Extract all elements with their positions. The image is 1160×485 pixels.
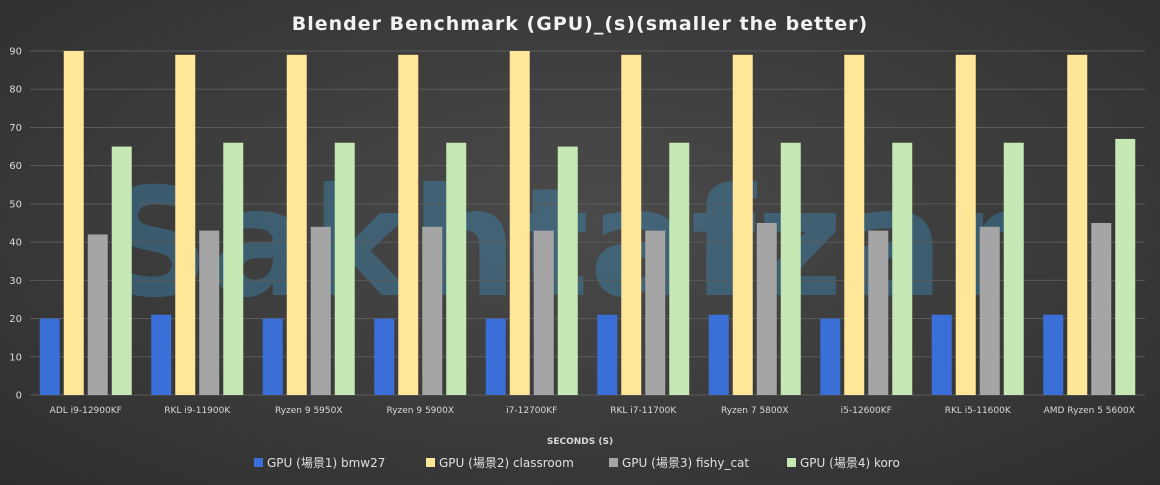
chart-title: Blender Benchmark (GPU)_(s)(smaller the … [292, 13, 869, 35]
legend-swatch [254, 458, 263, 467]
bar [892, 142, 913, 395]
x-tick-label: AMD Ryzen 5 5600X [1044, 406, 1135, 416]
bar [485, 318, 506, 395]
bar [597, 314, 618, 395]
bar-series [39, 51, 1136, 395]
bar [111, 146, 132, 395]
bar [868, 230, 889, 395]
y-tick-label: 70 [9, 123, 22, 134]
y-axis-ticks: 0 10 20 30 40 50 60 70 80 90 [9, 47, 22, 402]
x-axis-categories: ADL i9-12900KF RKL i9-11900K Ryzen 9 5950X… [50, 406, 1135, 416]
legend-swatch [609, 458, 618, 467]
y-tick-label: 90 [9, 47, 22, 58]
bar [39, 318, 60, 395]
bar [1091, 223, 1112, 395]
bar [1067, 54, 1088, 395]
y-tick-label: 80 [9, 85, 22, 96]
x-tick-label: RKL i7-11700K [610, 406, 677, 416]
bar [87, 234, 108, 395]
legend-label: GPU (場景4) koro [800, 456, 900, 470]
x-tick-label: RKL i5-11600K [945, 406, 1012, 416]
bar [780, 142, 801, 395]
bar [262, 318, 283, 395]
bar [533, 230, 554, 395]
legend: GPU (場景1) bmw27 GPU (場景2) classroom GPU (場… [254, 456, 900, 470]
bar [63, 51, 84, 395]
legend-label: GPU (場景3) fishy_cat [622, 456, 749, 470]
bar [398, 54, 419, 395]
legend-label: GPU (場景2) classroom [439, 456, 574, 470]
bar [931, 314, 952, 395]
bar [669, 142, 690, 395]
bar [621, 54, 642, 395]
legend-swatch [787, 458, 796, 467]
x-tick-label: i5-12600KF [841, 406, 892, 416]
bar [708, 314, 729, 395]
bar [374, 318, 395, 395]
bar [334, 142, 355, 395]
bar [1003, 142, 1024, 395]
bar [509, 51, 530, 395]
bar [844, 54, 865, 395]
x-axis-title: SECONDS (S) [547, 437, 613, 447]
bar [820, 318, 841, 395]
legend-label: GPU (場景1) bmw27 [267, 456, 385, 470]
bar [422, 226, 443, 395]
bar [645, 230, 666, 395]
bar [286, 54, 307, 395]
y-tick-label: 30 [9, 276, 22, 287]
y-tick-label: 10 [9, 352, 22, 363]
bar [1115, 138, 1136, 395]
bar [1043, 314, 1064, 395]
x-tick-label: Ryzen 7 5800X [721, 406, 789, 416]
bar [979, 226, 1000, 395]
y-tick-label: 20 [9, 314, 22, 325]
bar [955, 54, 976, 395]
x-tick-label: Ryzen 9 5900X [386, 406, 454, 416]
x-tick-label: RKL i9-11900K [164, 406, 231, 416]
bar [223, 142, 244, 395]
bar [557, 146, 578, 395]
bar [446, 142, 467, 395]
x-tick-label: i7-12700KF [506, 406, 557, 416]
legend-swatch [426, 458, 435, 467]
bar [756, 223, 777, 395]
x-tick-label: ADL i9-12900KF [50, 406, 122, 416]
x-tick-label: Ryzen 9 5950X [275, 406, 343, 416]
y-tick-label: 60 [9, 161, 22, 172]
y-tick-label: 0 [16, 391, 22, 402]
y-tick-label: 50 [9, 199, 22, 210]
y-tick-label: 40 [9, 238, 22, 249]
bar [732, 54, 753, 395]
bar [175, 54, 196, 395]
bar [199, 230, 220, 395]
bar [151, 314, 172, 395]
bar [310, 226, 331, 395]
